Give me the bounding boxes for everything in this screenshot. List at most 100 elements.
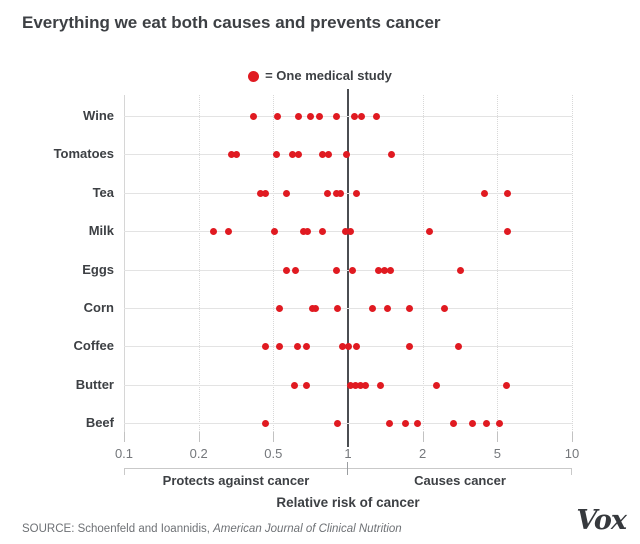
study-dot [440, 305, 448, 312]
row-line-wine [124, 116, 572, 117]
study-dot [210, 228, 218, 236]
axis-tick-label: 5 [493, 446, 501, 461]
study-dot [290, 381, 298, 389]
study-dot [332, 266, 340, 274]
category-label-milk: Milk [88, 223, 114, 239]
study-dot [357, 381, 365, 389]
study-dot [353, 343, 361, 351]
axis-bracket [124, 468, 572, 469]
study-dot [292, 266, 300, 274]
study-dot [353, 189, 361, 197]
study-dot [433, 381, 441, 389]
study-dot [483, 420, 491, 428]
study-dot [413, 420, 421, 428]
study-dot [338, 343, 346, 351]
study-dot [481, 189, 489, 197]
study-dot [271, 228, 279, 236]
gridline-10 [572, 95, 573, 442]
vox-logo: Vox [576, 505, 627, 536]
study-dot [344, 343, 352, 351]
study-dot [454, 343, 462, 351]
zone-label-protects: Protects against cancer [162, 473, 310, 488]
study-dot [401, 420, 409, 428]
axis-tick-label: 0.2 [189, 446, 208, 461]
zone-label-causes: Causes cancer [414, 473, 506, 488]
study-dot [272, 151, 280, 159]
study-dot [386, 420, 394, 428]
gridline-2 [422, 95, 424, 442]
study-dot [369, 305, 377, 312]
row-line-corn [124, 308, 572, 309]
source-credit: SOURCE: Schoenfeld and Ioannidis, Americ… [22, 523, 402, 535]
category-label-coffee: Coffee [73, 338, 114, 354]
study-dot [351, 381, 359, 389]
axis-tick-0.5 [273, 432, 275, 442]
gridline-0.5 [273, 95, 275, 442]
chart-title: Everything we eat both causes and preven… [22, 13, 441, 32]
category-label-butter: Butter [75, 376, 114, 392]
study-dot [227, 151, 235, 159]
bracket-cap-left [124, 468, 125, 475]
study-dot [425, 228, 433, 236]
category-label-tea: Tea [92, 184, 114, 200]
study-dot [316, 113, 324, 120]
axis-tick-0.2 [198, 432, 200, 442]
study-dot [302, 343, 310, 351]
study-dot [347, 228, 355, 236]
axis-tick-label: 10 [564, 446, 580, 461]
category-label-beef: Beef [85, 415, 114, 431]
study-dot [283, 266, 291, 274]
study-dot [334, 420, 342, 428]
study-dot [225, 228, 233, 236]
bracket-center-tick [347, 462, 348, 475]
study-dot [381, 266, 389, 274]
study-dot [283, 189, 291, 197]
study-dot [387, 151, 395, 159]
study-dot [262, 189, 270, 197]
study-dot [332, 189, 340, 197]
study-dot [377, 381, 385, 389]
legend-label: = One medical study [265, 68, 392, 83]
study-dot [341, 228, 349, 236]
study-dot [495, 420, 503, 428]
category-label-tomatoes: Tomatoes [53, 146, 114, 162]
study-dot [325, 151, 333, 159]
study-dot [307, 113, 315, 120]
study-dot [503, 189, 511, 197]
study-dot [262, 343, 270, 351]
study-dot [257, 189, 265, 197]
study-dot [262, 420, 270, 428]
category-label-corn: Corn [83, 300, 114, 315]
axis-tick-label: 0.1 [114, 446, 134, 461]
axis-tick-0.1 [124, 432, 125, 442]
gridline-0.1 [124, 95, 125, 442]
study-dot [289, 151, 297, 159]
study-dot [449, 420, 457, 428]
study-dot [323, 189, 331, 197]
row-line-beef [124, 423, 572, 425]
study-dot [293, 343, 301, 351]
study-dot [274, 113, 282, 120]
study-dot [357, 113, 365, 120]
study-dot [337, 189, 345, 197]
study-dot [295, 151, 303, 159]
study-dot [295, 113, 303, 120]
category-label-eggs: Eggs [82, 261, 114, 277]
axis-tick-label: 2 [419, 446, 427, 461]
axis-tick-2 [422, 432, 424, 442]
study-dot [348, 266, 356, 274]
study-dot [503, 228, 511, 236]
row-line-tea [124, 192, 572, 194]
study-dot [319, 151, 327, 159]
source-journal: American Journal of Clinical Nutrition [213, 523, 402, 535]
study-dot [372, 113, 380, 120]
study-dot [275, 343, 283, 351]
study-dot [503, 381, 511, 389]
study-dot-icon [248, 71, 260, 82]
study-dot [351, 113, 359, 120]
bracket-cap-right [571, 468, 572, 475]
study-dot [249, 113, 257, 120]
study-dot [232, 151, 240, 159]
row-line-eggs [124, 269, 572, 271]
